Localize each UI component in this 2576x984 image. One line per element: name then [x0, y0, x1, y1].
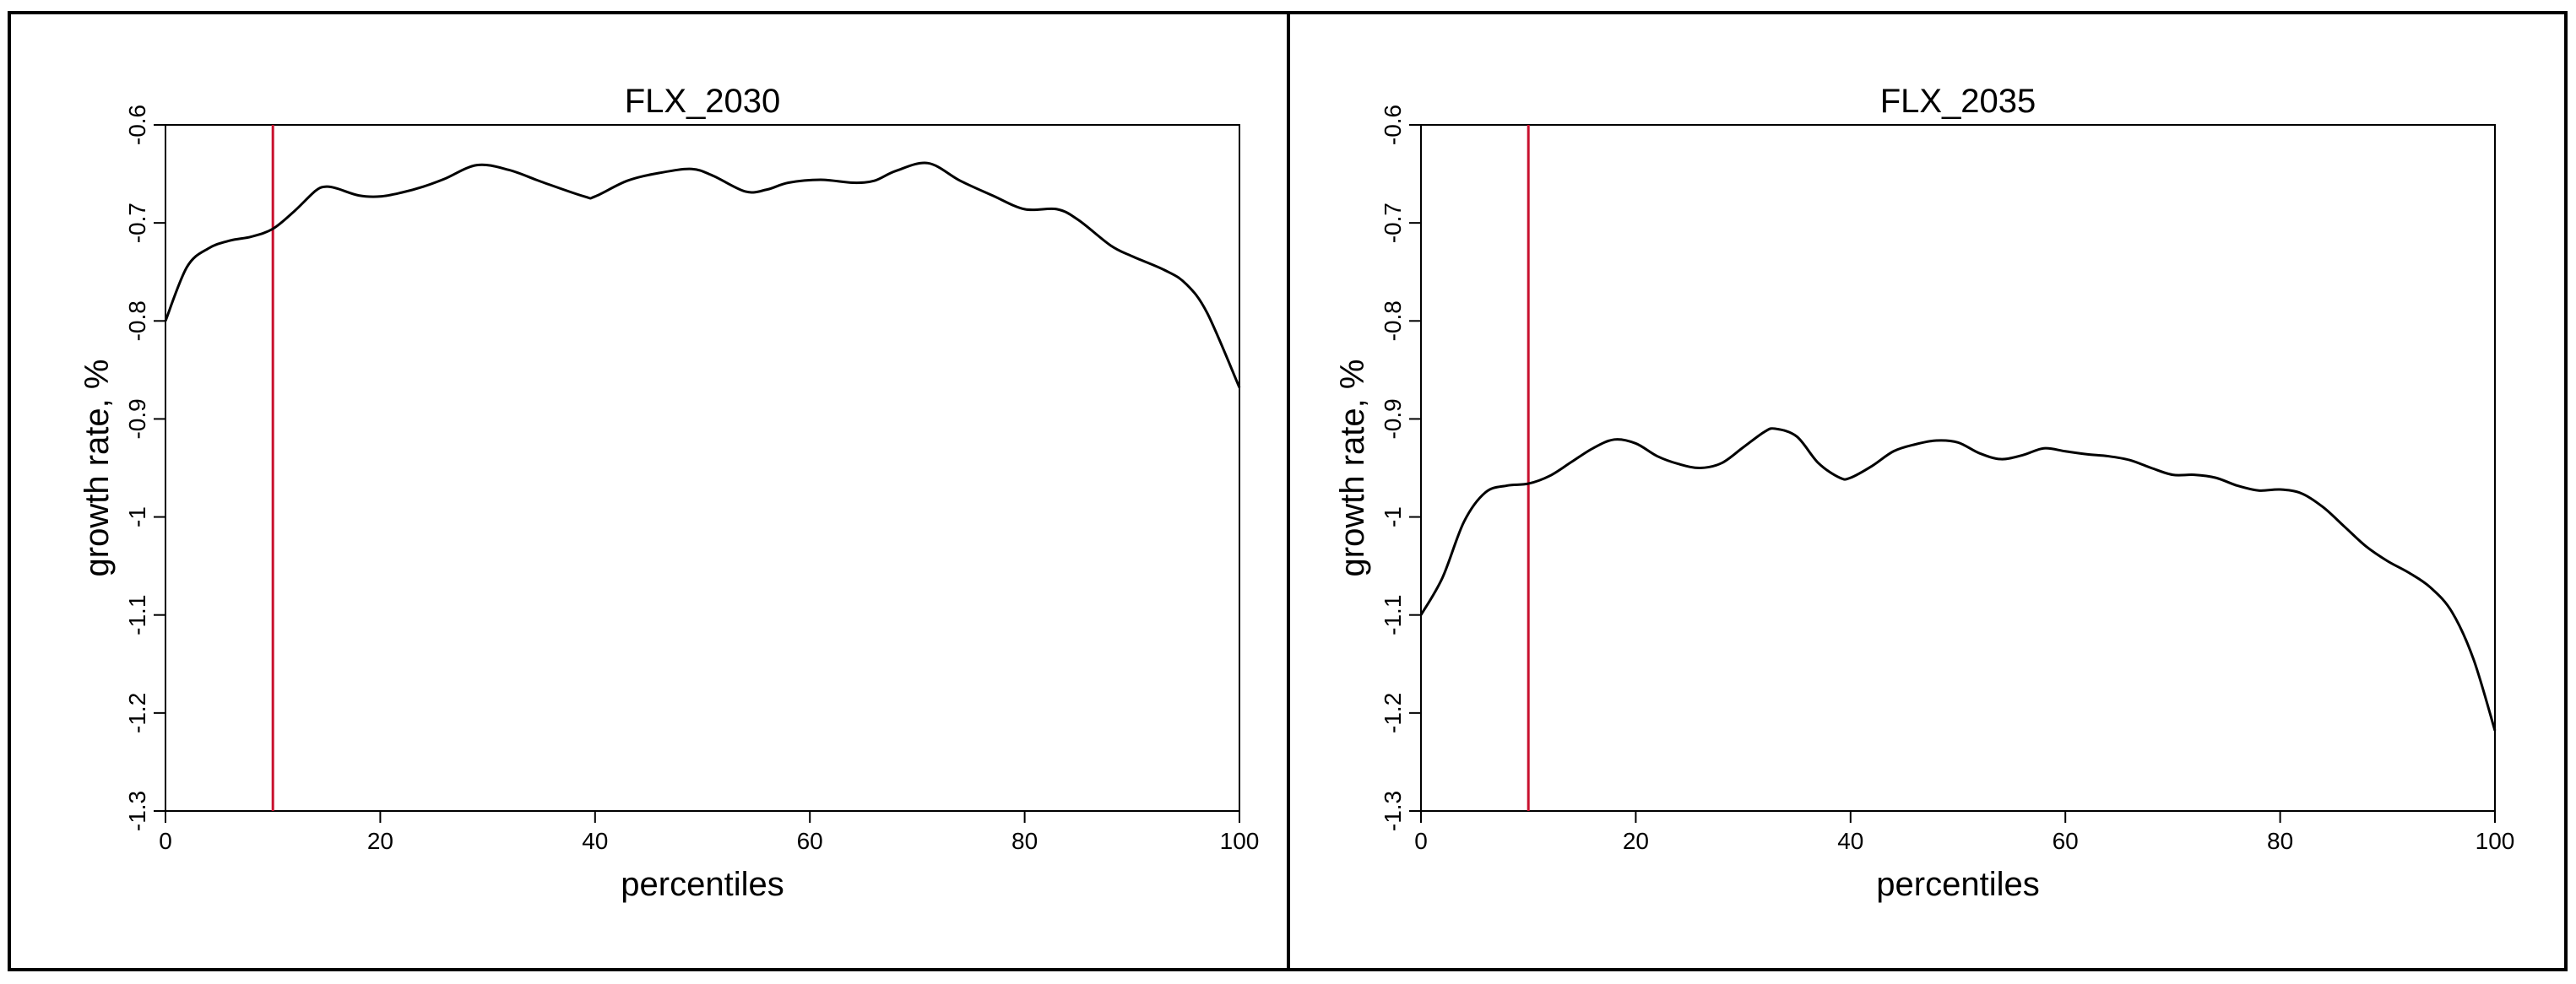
- panel-frame-right: [1287, 11, 2568, 971]
- x-tick-label: 80: [1011, 828, 1038, 854]
- chart-panel-1: FLX_2030 0 20 40 60 80 100 -1.3 -1.2 -1.1 -1 -0.9 -0…: [79, 83, 1259, 903]
- y-tick-label: -0.9: [124, 398, 150, 439]
- chart-panel-2: FLX_2035 0 20 40 60 80 100 -1.3 -1.2 -1.1 -1 -0.9 -0…: [1334, 83, 2514, 903]
- y-tick-label: -0.6: [124, 105, 150, 145]
- x-tick-label: 0: [1414, 828, 1428, 854]
- chart-title: FLX_2035: [1880, 83, 2036, 120]
- panel-frame-left: [8, 11, 1290, 971]
- x-tick-label: 0: [159, 828, 172, 854]
- x-axis-label: percentiles: [1876, 866, 2039, 903]
- y-axis-label: growth rate, %: [79, 360, 116, 577]
- x-tick-label: 100: [2476, 828, 2515, 854]
- x-tick-label: 60: [2053, 828, 2079, 854]
- x-tick-label: 40: [1837, 828, 1863, 854]
- x-tick-label: 20: [1623, 828, 1649, 854]
- series-line: [1419, 427, 2497, 732]
- chart-title: FLX_2030: [625, 83, 781, 120]
- y-tick-label: -1.1: [124, 595, 150, 635]
- y-tick-label: -0.8: [124, 300, 150, 341]
- plot-area-border: [165, 124, 1240, 812]
- y-tick-label: -1.3: [1380, 791, 1406, 831]
- y-tick-label: -1.1: [1380, 595, 1406, 635]
- y-tick-label: -1.2: [124, 693, 150, 733]
- x-tick-label: 60: [797, 828, 823, 854]
- x-axis-label: percentiles: [621, 866, 784, 903]
- series-line: [164, 161, 1241, 388]
- x-tick-label: 20: [367, 828, 393, 854]
- y-tick-label: -1: [1380, 506, 1406, 527]
- x-tick-label: 40: [582, 828, 608, 854]
- x-tick-label: 100: [1220, 828, 1260, 854]
- y-tick-label: -1.2: [1380, 693, 1406, 733]
- y-tick-label: -0.7: [1380, 203, 1406, 243]
- y-tick-label: -0.7: [124, 203, 150, 243]
- plot-area-border: [1420, 124, 2496, 812]
- y-tick-label: -0.8: [1380, 300, 1406, 341]
- x-tick-label: 80: [2267, 828, 2293, 854]
- y-tick-label: -0.6: [1380, 105, 1406, 145]
- y-tick-label: -0.9: [1380, 398, 1406, 439]
- y-axis-label: growth rate, %: [1334, 360, 1371, 577]
- y-tick-label: -1.3: [124, 791, 150, 831]
- y-tick-label: -1: [124, 506, 150, 527]
